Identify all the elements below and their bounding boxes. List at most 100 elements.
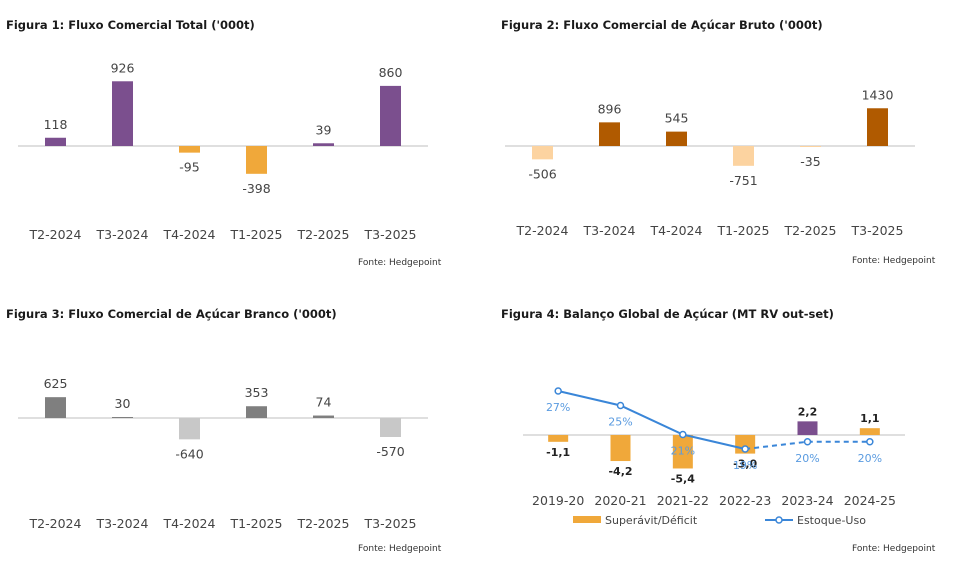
chart-4-bar-1: [610, 435, 631, 462]
chart-2-tick-label-3: T1-2025: [717, 223, 770, 238]
chart-4-line-value-label-0: 27%: [546, 401, 570, 414]
chart-4-line-value-label-2: 21%: [671, 445, 695, 458]
chart-1-tick-label-2: T4-2024: [163, 227, 216, 242]
chart-panel-4: Figura 4: Balanço Global de Açúcar (MT R…: [487, 290, 967, 577]
chart-4-tick-label-1: 2020-21: [594, 493, 646, 508]
chart-4-bar-value-label-5: 1,1: [860, 412, 880, 425]
chart-3-value-label-5: -570: [376, 444, 404, 459]
chart-1-tick-label-5: T3-2025: [364, 227, 417, 242]
chart-2-bar-0: [532, 146, 553, 160]
chart-4-tick-label-5: 2024-25: [844, 493, 896, 508]
chart-3-value-label-2: -640: [175, 446, 203, 461]
chart-2-value-label-0: -506: [528, 166, 556, 181]
chart-4-bar-value-label-3: -3,0: [733, 458, 757, 471]
chart-2-tick-label-2: T4-2024: [650, 223, 703, 238]
chart-2-title: Figura 2: Fluxo Comercial de Açúcar Brut…: [501, 18, 823, 32]
chart-2-source: Fonte: Hedgepoint: [852, 256, 936, 266]
chart-1-bar-3: [246, 146, 267, 174]
chart-2-bar-4: [800, 146, 821, 147]
chart-panel-2: Figura 2: Fluxo Comercial de Açúcar Brut…: [487, 0, 967, 285]
chart-4-bar-value-label-0: -1,1: [546, 446, 570, 459]
chart-4-tick-label-4: 2023-24: [781, 493, 833, 508]
chart-2-bar-3: [733, 146, 754, 166]
chart-3-value-label-3: 353: [245, 385, 269, 400]
chart-2-tick-label-4: T2-2025: [784, 223, 837, 238]
chart-4-line-value-label-4: 20%: [795, 452, 819, 465]
chart-4-source: Fonte: Hedgepoint: [852, 544, 936, 554]
chart-1-bar-0: [45, 137, 66, 146]
chart-4-line-point-3: [741, 445, 749, 453]
chart-3-value-label-4: 74: [316, 395, 332, 410]
chart-panel-3: Figura 3: Fluxo Comercial de Açúcar Bran…: [0, 290, 480, 577]
chart-1-bar-4: [313, 143, 334, 146]
chart-3-bar-5: [380, 418, 401, 437]
chart-3-value-label-0: 625: [44, 376, 68, 391]
chart-1-value-label-1: 926: [111, 60, 135, 75]
chart-4-line-solid: [557, 390, 746, 450]
chart-1-value-label-4: 39: [316, 122, 332, 137]
chart-4-title: Figura 4: Balanço Global de Açúcar (MT R…: [501, 307, 834, 321]
chart-3-tick-label-2: T4-2024: [163, 516, 216, 531]
chart-3-tick-label-1: T3-2024: [96, 516, 149, 531]
chart-2-bar-1: [599, 122, 620, 146]
chart-4-line-value-label-5: 20%: [858, 452, 882, 465]
chart-4-plot: -1,1 2019-20 -4,2 2020-21 -5,4 2021-22 -3,0 202…: [523, 387, 905, 527]
chart-3-title: Figura 3: Fluxo Comercial de Açúcar Bran…: [6, 307, 337, 321]
chart-4-bar-value-label-2: -5,4: [671, 472, 695, 485]
chart-3-bar-0: [45, 397, 66, 418]
chart-4-tick-label-3: 2022-23: [719, 493, 771, 508]
chart-2-value-label-2: 545: [665, 111, 689, 126]
chart-1-plot: 118 T2-2024 926 T3-2024 -95 T4-2024 -398 T1-202…: [18, 60, 428, 242]
chart-4-line-point-4: [803, 438, 812, 446]
chart-1-value-label-5: 860: [379, 65, 403, 80]
chart-4-line-point-2: [679, 430, 687, 439]
chart-1-tick-label-0: T2-2024: [29, 227, 82, 242]
chart-1-value-label-2: -95: [179, 160, 199, 175]
chart-3-value-label-1: 30: [115, 396, 131, 411]
chart-4-legend-label-line: Estoque-Uso: [797, 514, 866, 527]
chart-3-bar-3: [246, 406, 267, 418]
chart-1-tick-label-1: T3-2024: [96, 227, 149, 242]
chart-2-value-label-5: 1430: [862, 87, 894, 102]
chart-3-bar-2: [179, 418, 200, 440]
chart-4-bar-0: [548, 435, 569, 442]
chart-2-value-label-3: -751: [729, 173, 757, 188]
chart-2-value-label-1: 896: [598, 101, 622, 116]
chart-1-bar-5: [380, 85, 401, 146]
chart-4-legend-marker: [775, 516, 783, 524]
chart-2-tick-label-0: T2-2024: [516, 223, 569, 238]
chart-4-bar-2: [672, 435, 693, 469]
chart-4-line-dashed: [745, 440, 870, 450]
chart-4-bar-5: [859, 428, 880, 435]
chart-1-value-label-0: 118: [44, 117, 68, 132]
chart-2-tick-label-5: T3-2025: [851, 223, 904, 238]
chart-4-bar-4: [797, 421, 818, 435]
chart-3-tick-label-5: T3-2025: [364, 516, 417, 531]
chart-1-tick-label-3: T1-2025: [230, 227, 283, 242]
chart-3-plot: 625 T2-2024 30 T3-2024 -640 T4-2024 353 T1-2025…: [18, 376, 428, 531]
chart-4-line-value-label-1: 25%: [608, 416, 632, 429]
chart-2-plot: -506 T2-2024 896 T3-2024 545 T4-2024 -751 T1-20…: [505, 87, 915, 238]
chart-panel-1: Figura 1: Fluxo Comercial Total ('000t) …: [0, 0, 480, 285]
chart-4-legend-label-bars: Superávit/Déficit: [605, 514, 698, 527]
chart-2-value-label-4: -35: [800, 154, 820, 169]
chart-2-bar-5: [867, 108, 888, 146]
chart-1-bar-1: [112, 81, 133, 146]
chart-3-tick-label-3: T1-2025: [230, 516, 283, 531]
chart-3-source: Fonte: Hedgepoint: [358, 544, 442, 554]
chart-1-source: Fonte: Hedgepoint: [358, 258, 442, 268]
chart-4-line-point-0: [554, 387, 562, 395]
chart-4-tick-label-2: 2021-22: [657, 493, 709, 508]
chart-1-title: Figura 1: Fluxo Comercial Total ('000t): [6, 18, 255, 32]
chart-1-bar-2: [179, 146, 200, 153]
chart-4-line-point-5: [866, 438, 874, 446]
chart-3-bar-4: [313, 415, 334, 418]
chart-3-tick-label-0: T2-2024: [29, 516, 82, 531]
chart-4-bar-value-label-4: 2,2: [798, 405, 818, 418]
chart-1-tick-label-4: T2-2025: [297, 227, 350, 242]
chart-4-line-value-label-3: 19%: [733, 459, 757, 472]
chart-3-bar-1: [112, 417, 133, 418]
chart-4-tick-label-0: 2019-20: [532, 493, 584, 508]
chart-2-bar-2: [666, 131, 687, 146]
chart-2-tick-label-1: T3-2024: [583, 223, 636, 238]
